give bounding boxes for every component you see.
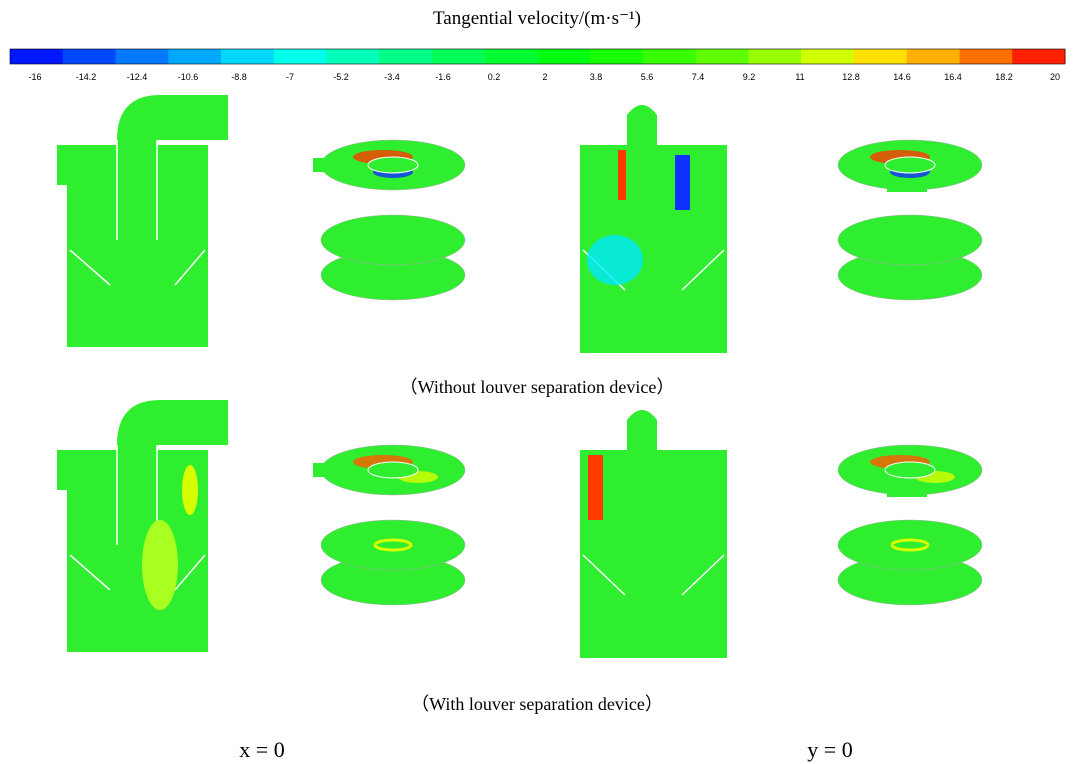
cone — [174, 554, 206, 591]
cone — [681, 554, 725, 596]
colorbar-segment — [484, 49, 538, 64]
colorbar-tick-label: 2 — [542, 72, 547, 82]
inlet — [887, 475, 927, 497]
colorbar-tick-label: -12.4 — [127, 72, 148, 82]
caption: （Without louver separation device） — [400, 377, 675, 397]
colorbar-segment — [115, 49, 169, 64]
colorbar-segment — [1012, 49, 1066, 64]
section-disc — [320, 214, 466, 266]
caption: （With louver separation device） — [411, 694, 663, 714]
plane-label: x = 0 — [239, 737, 284, 762]
cone — [681, 249, 725, 291]
core — [884, 461, 936, 479]
colorbar-segment — [906, 49, 960, 64]
colorbar-segment — [326, 49, 380, 64]
colorbar-segment — [432, 49, 486, 64]
colorbar-tick-label: -5.2 — [333, 72, 349, 82]
colorbar-segment — [748, 49, 802, 64]
colorbar-tick-label: 16.4 — [944, 72, 962, 82]
cyclone-section — [580, 105, 727, 353]
colorbar-tick-label: -14.2 — [76, 72, 97, 82]
colorbar-segment — [10, 49, 64, 64]
colorbar-segment — [959, 49, 1013, 64]
colorbar-segment — [801, 49, 855, 64]
section-disc — [320, 519, 466, 571]
colorbar-tick-label: 9.2 — [743, 72, 756, 82]
colorbar-tick-label: 11 — [795, 72, 804, 82]
core — [367, 461, 419, 479]
warm-zone — [142, 520, 178, 610]
core — [884, 156, 936, 174]
colorbar-segment — [537, 49, 591, 64]
colorbar-tick-label: 20 — [1050, 72, 1060, 82]
swirl — [890, 538, 930, 552]
cone — [582, 554, 626, 596]
section-disc — [837, 519, 983, 571]
colorbar-segment — [695, 49, 749, 64]
colorbar-tick-label: -7 — [286, 72, 294, 82]
colorbar-segment — [221, 49, 275, 64]
colorbar-tick-label: 3.8 — [590, 72, 603, 82]
colorbar-tick-label: 5.6 — [641, 72, 654, 82]
contours — [57, 95, 983, 658]
inlet — [313, 158, 353, 172]
hot-zone — [618, 150, 626, 200]
colorbar-tick-label: 14.6 — [893, 72, 911, 82]
colorbar-tick-label: 18.2 — [995, 72, 1013, 82]
cyclone-section — [57, 400, 228, 652]
colorbar-tick-label: -16 — [28, 72, 41, 82]
colorbar-segment — [379, 49, 433, 64]
colorbar-segment — [62, 49, 116, 64]
colorbar-tick-label: -8.8 — [231, 72, 247, 82]
section-disc — [837, 214, 983, 266]
colorbar-tick-label: -3.4 — [384, 72, 400, 82]
core — [367, 156, 419, 174]
title: Tangential velocity/(m·s⁻¹) — [433, 8, 641, 29]
cold-zone — [675, 155, 690, 210]
cone — [69, 554, 111, 591]
cone — [69, 249, 111, 286]
cyclone-section — [57, 95, 228, 347]
warm-zone — [182, 465, 198, 515]
colorbar-segment — [168, 49, 222, 64]
colorbar-segment — [854, 49, 908, 64]
cold-zone — [587, 235, 643, 285]
colorbar-frame — [9, 48, 1066, 65]
plane-label: y = 0 — [807, 737, 852, 762]
colorbar-segment — [273, 49, 327, 64]
hot-zone — [588, 455, 603, 520]
colorbar-segment — [590, 49, 644, 64]
cone — [174, 249, 206, 286]
colorbar-tick-label: 12.8 — [842, 72, 860, 82]
inlet — [313, 463, 353, 477]
colorbar-tick-label: -1.6 — [435, 72, 451, 82]
colorbar-tick-label: 0.2 — [488, 72, 501, 82]
cyclone-section — [580, 410, 727, 658]
swirl — [373, 538, 413, 552]
colorbar-tick-label: 7.4 — [692, 72, 705, 82]
colorbar-segment — [643, 49, 697, 64]
colorbar-tick-label: -10.6 — [178, 72, 199, 82]
